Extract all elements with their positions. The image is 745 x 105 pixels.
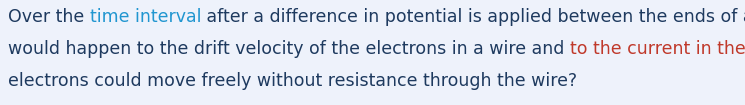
Text: to the current in the wire: to the current in the wire xyxy=(570,40,745,58)
Text: electrons could move freely without resistance through the wire?: electrons could move freely without resi… xyxy=(8,72,577,90)
Text: after a difference in potential is applied between the ends of a wire, what: after a difference in potential is appli… xyxy=(201,8,745,26)
Text: would happen to the drift velocity of the electrons in a wire and: would happen to the drift velocity of th… xyxy=(8,40,570,58)
Text: Over the: Over the xyxy=(8,8,89,26)
Text: time interval: time interval xyxy=(89,8,201,26)
